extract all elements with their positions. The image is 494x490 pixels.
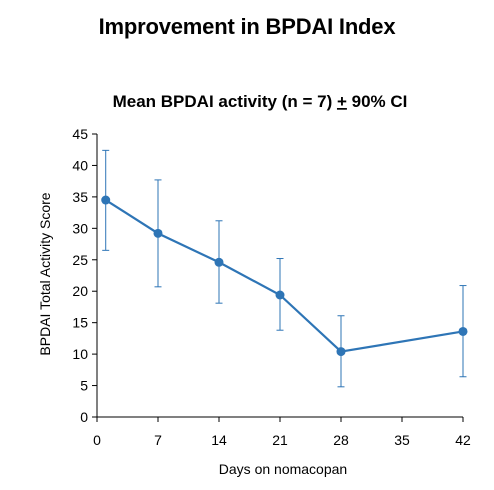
x-tick-label: 14 [211,432,227,448]
data-point [101,195,111,205]
series-marks [101,149,468,388]
data-point [458,326,468,336]
data-point [336,347,346,357]
data-point [275,290,285,300]
chart-title-plus-minus: + [337,92,347,111]
chart-title-main: Mean BPDAI activity (n = 7) [113,92,337,111]
x-axis-label: Days on nomacopan [219,461,347,477]
y-tick-label: 25 [72,252,88,268]
y-tick-label: 35 [72,189,88,205]
x-tick-label: 21 [272,432,288,448]
y-tick-label: 0 [80,409,88,425]
x-tick-label: 0 [93,432,101,448]
x-tick-label: 42 [455,432,471,448]
y-tick-label: 30 [72,220,88,236]
x-tick-label: 35 [394,432,410,448]
x-tick-label: 7 [154,432,162,448]
data-point [214,257,224,267]
data-point [153,228,163,238]
y-tick-label: 40 [72,157,88,173]
y-axis-label: BPDAI Total Activity Score [37,192,53,355]
axes: 0 5 10 15 20 25 30 35 40 45 0 7 14 21 28 35 42 [72,126,471,448]
y-tick-label: 15 [72,315,88,331]
x-tick-label: 28 [333,432,349,448]
y-tick-label: 5 [80,378,88,394]
chart-title: Mean BPDAI activity (n = 7) + 90% CI [113,92,408,111]
chart-title-tail: 90% CI [347,92,407,111]
y-tick-label: 45 [72,126,88,142]
y-tick-label: 20 [72,283,88,299]
series-line [105,199,464,353]
page-title: Improvement in BPDAI Index [98,14,396,39]
y-tick-label: 10 [72,346,88,362]
